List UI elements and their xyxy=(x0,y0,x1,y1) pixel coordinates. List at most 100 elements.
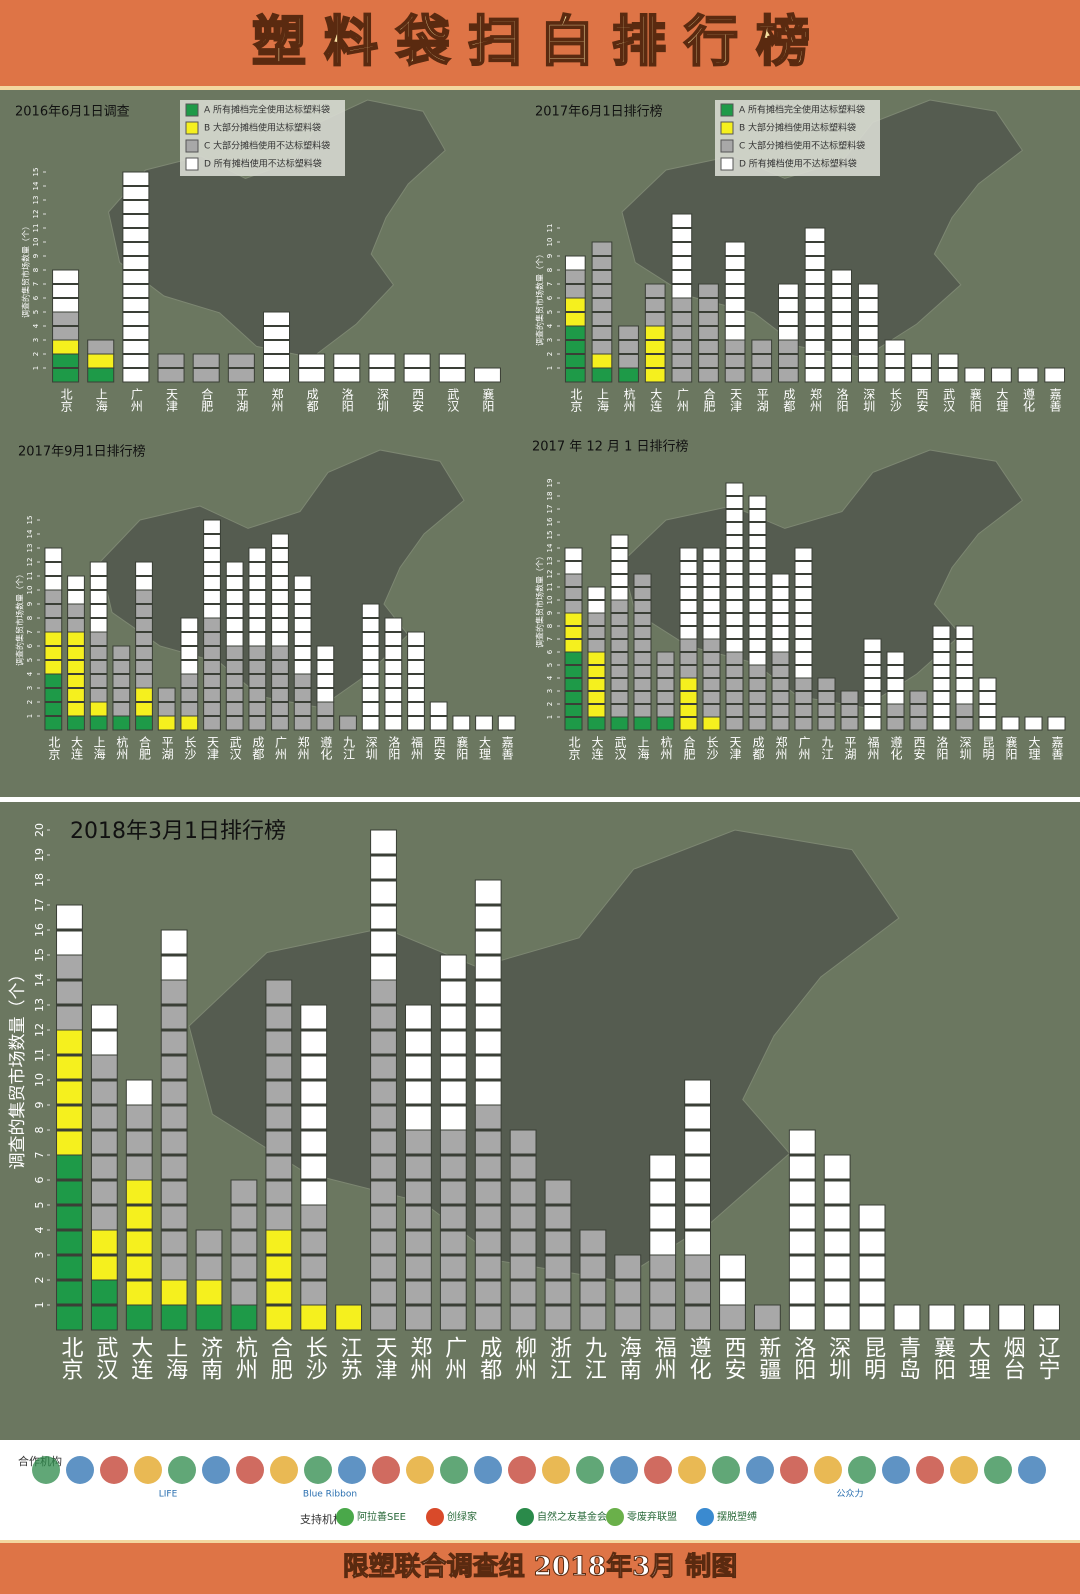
x-tick-label: 襄阳 xyxy=(455,735,469,760)
partner-logo xyxy=(508,1456,536,1484)
bar-segment xyxy=(90,1054,118,1231)
y-tick-label: 1 xyxy=(32,366,40,370)
x-tick-label: 福州 xyxy=(410,735,424,760)
x-tick-label: 杭州 xyxy=(115,735,129,760)
x-tick-label: 杭州 xyxy=(622,387,636,412)
x-tick-label: 西安 xyxy=(432,736,446,760)
y-tick-label: 6 xyxy=(546,649,554,654)
y-tick-label: 13 xyxy=(33,998,46,1012)
x-tick-label: 郑州 xyxy=(270,387,284,412)
legend-swatch xyxy=(185,157,199,171)
bar-segment xyxy=(125,1104,153,1181)
bar-segment xyxy=(748,664,767,731)
bar-segment xyxy=(339,715,357,731)
y-tick-label: 15 xyxy=(26,516,34,525)
legend-label: A 所有摊档完全使用达标塑料袋 xyxy=(204,104,330,116)
partner-logo xyxy=(848,1456,876,1484)
y-tick-label: 13 xyxy=(32,196,40,205)
y-tick-label: 14 xyxy=(32,181,40,190)
partner-logo xyxy=(134,1456,162,1484)
bar-segment xyxy=(195,1279,223,1306)
x-tick-label: 襄阳 xyxy=(481,387,495,412)
supporter-logo xyxy=(426,1508,444,1526)
x-tick-label: 长沙 xyxy=(705,736,719,760)
partner-logo xyxy=(372,1456,400,1484)
bar-segment xyxy=(474,879,502,1106)
x-tick-label: 浙江 xyxy=(546,1336,572,1380)
x-tick-label: 成都 xyxy=(305,388,319,412)
x-tick-label: 洛阳 xyxy=(387,735,401,760)
bar-segment xyxy=(112,645,131,717)
y-tick-label: 9 xyxy=(33,1102,46,1109)
bar-segment xyxy=(203,519,221,619)
x-tick-label: 大连 xyxy=(649,388,663,413)
bar-segment xyxy=(778,339,799,383)
y-tick-label: 19 xyxy=(546,479,554,488)
x-tick-label: 昆明 xyxy=(860,1336,885,1380)
partner-logo xyxy=(814,1456,842,1484)
x-tick-label: 武汉 xyxy=(446,388,460,412)
bar-segment xyxy=(893,1304,921,1331)
supporter-logo xyxy=(606,1508,624,1526)
chart-title: 2016年6月1日调查 xyxy=(15,105,130,120)
credit: 限塑联合调查组 2018年3月 制图 xyxy=(343,1551,738,1582)
x-tick-label: 北京 xyxy=(59,388,73,413)
supporter-name: 创绿家 xyxy=(447,1510,477,1523)
bar-segment xyxy=(56,954,83,1031)
y-tick-label: 9 xyxy=(26,602,34,606)
legend-swatch xyxy=(720,121,734,135)
y-tick-label: 6 xyxy=(26,643,34,648)
legend-swatch xyxy=(720,157,734,171)
bar-segment xyxy=(87,367,115,383)
x-tick-label: 福州 xyxy=(866,735,880,760)
x-tick-label: 遵化 xyxy=(686,1336,712,1380)
x-tick-label: 合肥 xyxy=(682,735,696,760)
x-tick-label: 西安 xyxy=(720,1336,745,1380)
y-tick-label: 7 xyxy=(546,282,554,286)
x-tick-label: 成都 xyxy=(782,388,796,412)
y-tick-label: 20 xyxy=(33,823,46,837)
x-tick-label: 大理 xyxy=(965,1336,991,1380)
x-tick-label: 九江 xyxy=(581,1336,607,1380)
partner-logo xyxy=(882,1456,910,1484)
partner-logo xyxy=(950,1456,978,1484)
x-tick-label: 合肥 xyxy=(702,387,716,412)
x-tick-label: 烟台 xyxy=(1000,1336,1026,1380)
legend-box xyxy=(180,100,345,176)
x-tick-label: 洛阳 xyxy=(340,387,354,412)
y-tick-label: 11 xyxy=(546,583,554,592)
y-tick-label: 5 xyxy=(26,658,34,662)
bar-segment xyxy=(679,638,698,679)
supporter-name: 零废弃联盟 xyxy=(627,1510,677,1523)
x-tick-label: 广州 xyxy=(129,388,143,412)
x-tick-label: 大理 xyxy=(478,736,492,760)
x-tick-label: 长沙 xyxy=(888,388,902,412)
bar-segment xyxy=(633,573,652,718)
bar-segment xyxy=(909,690,928,731)
partner-logo xyxy=(474,1456,502,1484)
x-tick-label: 平湖 xyxy=(755,388,769,412)
y-tick-label: 16 xyxy=(33,923,46,937)
bar-segment xyxy=(67,715,85,731)
x-tick-label: 济南 xyxy=(197,1336,223,1380)
y-tick-label: 1 xyxy=(546,715,554,719)
y-tick-label: 11 xyxy=(32,224,40,233)
x-tick-label: 北京 xyxy=(47,736,61,761)
x-tick-label: 昆明 xyxy=(981,736,995,761)
x-tick-label: 天津 xyxy=(206,736,220,760)
bar-segment xyxy=(684,1254,711,1331)
partner-logo xyxy=(644,1456,672,1484)
x-tick-label: 平湖 xyxy=(235,388,249,412)
bar-segment xyxy=(125,1179,153,1306)
x-tick-label: 西安 xyxy=(915,388,929,412)
bar-segment xyxy=(991,367,1012,383)
y-tick-label: 4 xyxy=(32,323,40,328)
x-tick-label: 大连 xyxy=(590,736,604,761)
y-tick-label: 13 xyxy=(546,557,554,566)
y-tick-label: 10 xyxy=(546,596,554,605)
chart-title: 2018年3月1日排行榜 xyxy=(70,819,286,844)
bar-segment xyxy=(44,589,63,633)
x-tick-label: 福州 xyxy=(651,1336,677,1380)
x-tick-label: 平湖 xyxy=(160,736,174,760)
y-tick-label: 12 xyxy=(26,558,34,567)
